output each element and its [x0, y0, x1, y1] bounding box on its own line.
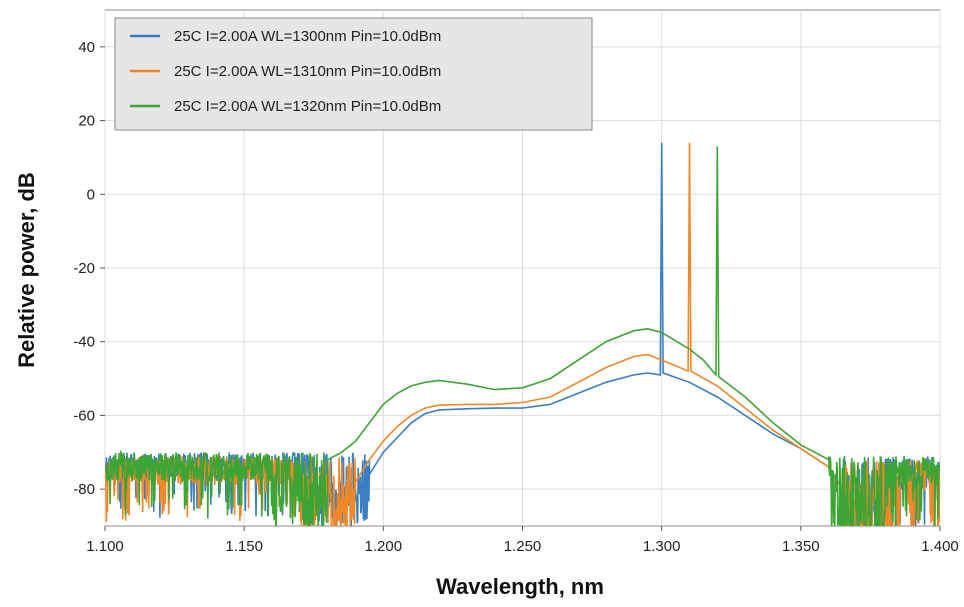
axes — [100, 46, 941, 531]
y-tick-label: 40 — [78, 39, 95, 56]
y-tick-label: -40 — [73, 334, 95, 351]
legend-label-3: 25C I=2.00A WL=1320nm Pin=10.0dBm — [174, 98, 441, 115]
x-tick-label: 1.350 — [782, 538, 820, 555]
legend-label-1: 25C I=2.00A WL=1300nm Pin=10.0dBm — [174, 28, 441, 45]
y-tick-label: 20 — [78, 113, 95, 130]
x-tick-label: 1.300 — [643, 538, 681, 555]
x-axis-title: Wavelength, nm — [436, 574, 604, 599]
x-tick-label: 1.200 — [365, 538, 403, 555]
y-tick-label: -20 — [73, 260, 95, 277]
x-tick-label: 1.400 — [921, 538, 959, 555]
y-tick-label: -60 — [73, 407, 95, 424]
legend-label-2: 25C I=2.00A WL=1310nm Pin=10.0dBm — [174, 63, 441, 80]
y-axis-title: Relative power, dB — [14, 172, 39, 368]
legend-box — [114, 17, 593, 131]
x-tick-label: 1.250 — [504, 538, 542, 555]
legend: 25C I=2.00A WL=1300nm Pin=10.0dBm 25C I=2… — [114, 17, 593, 131]
y-tick-label: -80 — [73, 481, 95, 498]
series-line-3 — [105, 146, 940, 526]
x-tick-label: 1.100 — [86, 538, 124, 555]
y-tick-label: 0 — [87, 186, 95, 203]
x-tick-label: 1.150 — [225, 538, 263, 555]
tick-labels: 1.100 1.150 1.200 1.250 1.300 1.350 1.400 -80 -6… — [73, 39, 958, 555]
series-layer — [105, 142, 940, 526]
